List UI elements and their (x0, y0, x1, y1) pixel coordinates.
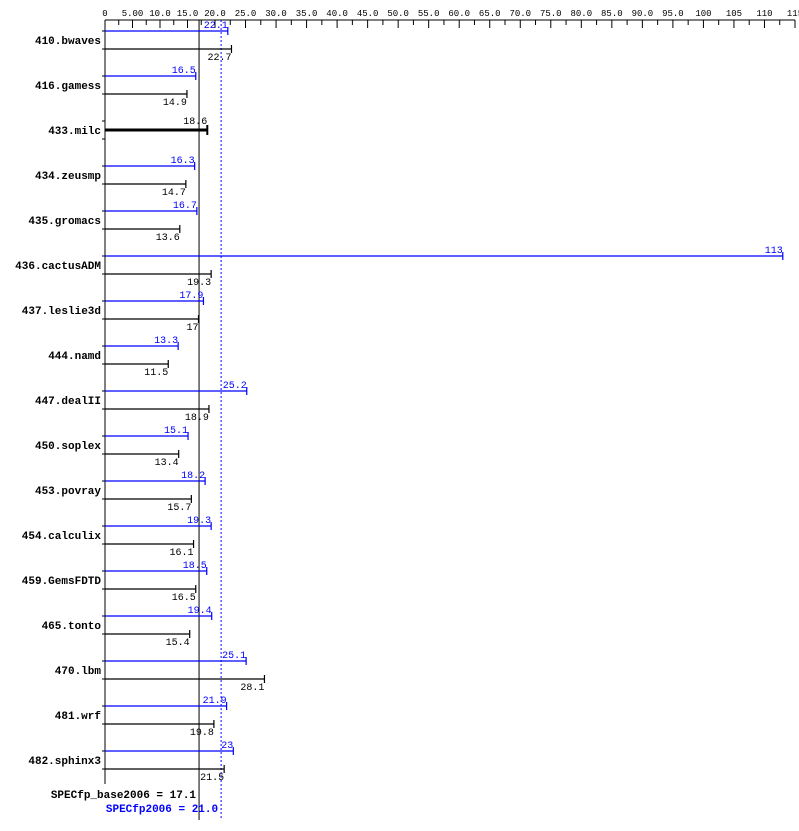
base-value: 15.4 (166, 638, 190, 649)
peak-value: 18.2 (181, 471, 205, 482)
peak-value: 18.5 (183, 561, 207, 572)
peak-value: 25.2 (223, 381, 247, 392)
specfp-chart: 0 5.00 10.0 15.0 20.0 25.0 30.0 35.0 40.0 45.0 50.… (0, 0, 799, 831)
base-value: 19.8 (190, 728, 214, 739)
base-value: 16.1 (170, 548, 194, 559)
base-value: 11.5 (144, 368, 168, 379)
x-axis-tick-label: 115 (787, 9, 799, 19)
x-axis-tick-label: 95.0 (662, 9, 684, 19)
x-axis-tick-label: 110 (756, 9, 772, 19)
peak-value: 19.3 (187, 516, 211, 527)
peak-value: 16.3 (171, 156, 195, 167)
peak-value: 25.1 (222, 651, 246, 662)
peak-value: 13.3 (154, 336, 178, 347)
x-axis-tick-label: 20.0 (204, 9, 226, 19)
x-axis-tick-label: 105 (726, 9, 742, 19)
benchmark-label: 435.gromacs (28, 216, 101, 228)
benchmark-label: 444.namd (48, 351, 101, 363)
x-axis-tick-label: 80.0 (571, 9, 593, 19)
x-axis-tick-label: 40.0 (326, 9, 348, 19)
benchmark-label: 437.leslie3d (22, 306, 101, 318)
x-axis-tick-label: 50.0 (387, 9, 409, 19)
x-axis-tick-label: 90.0 (632, 9, 654, 19)
x-axis-tick-label: 65.0 (479, 9, 501, 19)
base-value: 18.9 (185, 413, 209, 424)
benchmark-label: 454.calculix (22, 531, 102, 543)
peak-value: 15.1 (164, 426, 188, 437)
peak-value: 22.1 (204, 21, 228, 32)
benchmark-label: 433.milc (48, 126, 101, 138)
base-value: 17 (186, 323, 198, 334)
benchmark-label: 450.soplex (35, 441, 101, 453)
benchmark-label: 436.cactusADM (15, 261, 101, 273)
peak-value: 16.5 (172, 66, 196, 77)
peak-value: 19.4 (188, 606, 212, 617)
x-axis-tick-label: 85.0 (601, 9, 623, 19)
x-axis-tick-label: 15.0 (177, 9, 199, 19)
base-value: 14.7 (162, 188, 186, 199)
x-axis-tick-label: 10.0 (149, 9, 171, 19)
x-axis-tick-label: 0 (102, 9, 107, 19)
peak-value: 21.9 (203, 696, 227, 707)
x-axis-tick-label: 100 (695, 9, 711, 19)
benchmark-label: 481.wrf (55, 711, 102, 723)
summary-text: SPECfp_base2006 = 17.1 (51, 790, 197, 802)
benchmark-label: 447.dealII (35, 396, 101, 408)
base-value: 15.7 (167, 503, 191, 514)
summary-text: SPECfp2006 = 21.0 (106, 804, 218, 816)
x-axis-tick-label: 5.00 (122, 9, 144, 19)
x-axis-tick-label: 30.0 (265, 9, 287, 19)
x-axis-tick-label: 55.0 (418, 9, 440, 19)
base-value: 18.6 (183, 117, 207, 128)
base-value: 22.7 (207, 53, 231, 64)
base-value: 13.4 (155, 458, 179, 469)
x-axis-tick-label: 45.0 (357, 9, 379, 19)
base-value: 14.9 (163, 98, 187, 109)
peak-value: 23 (221, 741, 233, 752)
x-axis-tick-label: 25.0 (235, 9, 257, 19)
base-value: 28.1 (240, 683, 264, 694)
peak-value: 16.7 (173, 201, 197, 212)
x-axis-tick-label: 70.0 (509, 9, 531, 19)
benchmark-label: 459.GemsFDTD (22, 576, 102, 588)
benchmark-label: 453.povray (35, 486, 101, 498)
base-value: 19.3 (187, 278, 211, 289)
base-value: 21.5 (200, 773, 224, 784)
peak-value: 17.9 (179, 291, 203, 302)
benchmark-label: 410.bwaves (35, 36, 101, 48)
benchmark-label: 434.zeusmp (35, 171, 101, 183)
x-axis-tick-label: 75.0 (540, 9, 562, 19)
base-value: 13.6 (156, 233, 180, 244)
benchmark-label: 416.gamess (35, 81, 101, 93)
x-axis-tick-label: 35.0 (296, 9, 318, 19)
benchmark-label: 465.tonto (42, 621, 102, 633)
x-axis-tick-label: 60.0 (448, 9, 470, 19)
benchmark-label: 470.lbm (55, 666, 102, 678)
base-value: 16.5 (172, 593, 196, 604)
benchmark-label: 482.sphinx3 (28, 756, 101, 768)
peak-value: 113 (765, 246, 783, 257)
